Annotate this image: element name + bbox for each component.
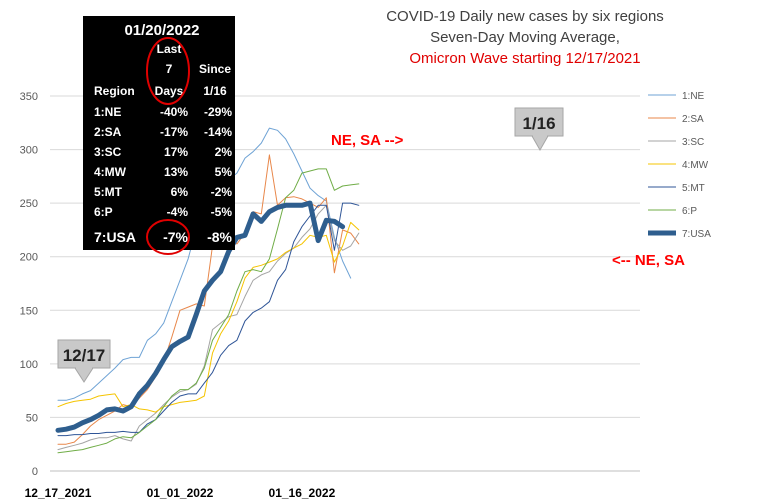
table-row-since: -2%: [211, 185, 233, 199]
table-rows: 1:NE -40% -29% 2:SA -17% -14% 3:SC 17% 2% 4:MW 13%…: [94, 105, 233, 245]
table-row-since: -8%: [207, 229, 232, 245]
chart-subtitle-2: Omicron Wave starting 12/17/2021: [409, 50, 640, 67]
table-row-last7: -40%: [160, 105, 188, 119]
legend-label: 5:MT: [682, 183, 705, 194]
table-row-region: 1:NE: [94, 105, 121, 119]
legend-label: 2:SA: [682, 114, 704, 125]
callout-12-17: 12/17: [57, 339, 111, 383]
x-tick-label: 01_16_2022: [269, 486, 336, 500]
legend-label: 4:MW: [682, 160, 709, 171]
table-row-since: -5%: [211, 205, 233, 219]
series-line-7-usa: [55, 200, 346, 433]
table-row-since: 2%: [215, 145, 233, 159]
table-row-since: 5%: [215, 165, 233, 179]
series-line-4-mw: [57, 221, 360, 413]
callout-1-16-text: 1/16: [522, 114, 555, 133]
y-tick-label: 150: [20, 305, 38, 317]
highlight-usa-value: [146, 219, 190, 255]
x-tick-label: 01_01_2022: [147, 486, 214, 500]
chart-subtitle: Seven-Day Moving Average,: [430, 29, 620, 46]
table-row-region: 3:SC: [94, 145, 122, 159]
table-row-last7: 13%: [164, 165, 188, 179]
y-axis-ticks: 0 50 100 150 200 250 300 350: [20, 91, 38, 478]
series-line-3-sc: [57, 204, 360, 451]
x-axis-ticks: 12_17_2021 01_01_2022 01_16_2022: [25, 486, 336, 500]
table-row-last7: 6%: [171, 185, 189, 199]
y-tick-label: 100: [20, 359, 38, 371]
y-tick-label: 50: [26, 412, 38, 424]
y-tick-label: 250: [20, 198, 38, 210]
table-row-last7: -7%: [163, 229, 188, 245]
callout-1-16: 1/16: [514, 107, 564, 152]
table-row-since: -29%: [204, 105, 232, 119]
table-row-last7: -4%: [167, 205, 189, 219]
table-row-region: 5:MT: [94, 185, 123, 199]
legend: 1:NE 2:SA 3:SC 4:MW 5:MT 6:P 7:USA: [648, 91, 711, 240]
table-header-since: Since: [199, 62, 231, 76]
table-header-last: Last: [157, 42, 182, 56]
series-line-6-p: [57, 168, 360, 454]
table-row-region: 6:P: [94, 205, 113, 219]
table-row-last7: -17%: [160, 125, 188, 139]
series-lines: [55, 127, 360, 454]
table-row-region: 7:USA: [94, 229, 136, 245]
y-tick-label: 300: [20, 145, 38, 157]
summary-table: 01/20/2022 Last 7 Since Region Days 1/16…: [83, 16, 235, 255]
table-header-days: Days: [155, 84, 184, 98]
table-header-7: 7: [166, 62, 173, 76]
x-tick-label: 12_17_2021: [25, 486, 92, 500]
table-row-region: 2:SA: [94, 125, 122, 139]
legend-label: 7:USA: [682, 229, 711, 240]
table-date: 01/20/2022: [124, 22, 199, 39]
legend-label: 3:SC: [682, 137, 704, 148]
annotation-ne-sa-top: NE, SA -->: [331, 132, 404, 149]
table-header-region: Region: [94, 84, 135, 98]
chart-title: COVID-19 Daily new cases by six regions: [386, 8, 664, 25]
table-row-region: 4:MW: [94, 165, 127, 179]
table-row-since: -14%: [204, 125, 232, 139]
y-tick-label: 200: [20, 252, 38, 264]
annotation-ne-sa-right: <-- NE, SA: [612, 252, 685, 269]
legend-label: 6:P: [682, 206, 697, 217]
highlight-last7-header: [146, 37, 190, 105]
legend-label: 1:NE: [682, 91, 705, 102]
series-line-5-mt: [57, 202, 360, 437]
y-tick-label: 0: [32, 466, 38, 478]
table-row-last7: 17%: [164, 145, 188, 159]
callout-12-17-text: 12/17: [63, 346, 106, 365]
table-header-date: 1/16: [203, 84, 227, 98]
y-tick-label: 350: [20, 91, 38, 103]
